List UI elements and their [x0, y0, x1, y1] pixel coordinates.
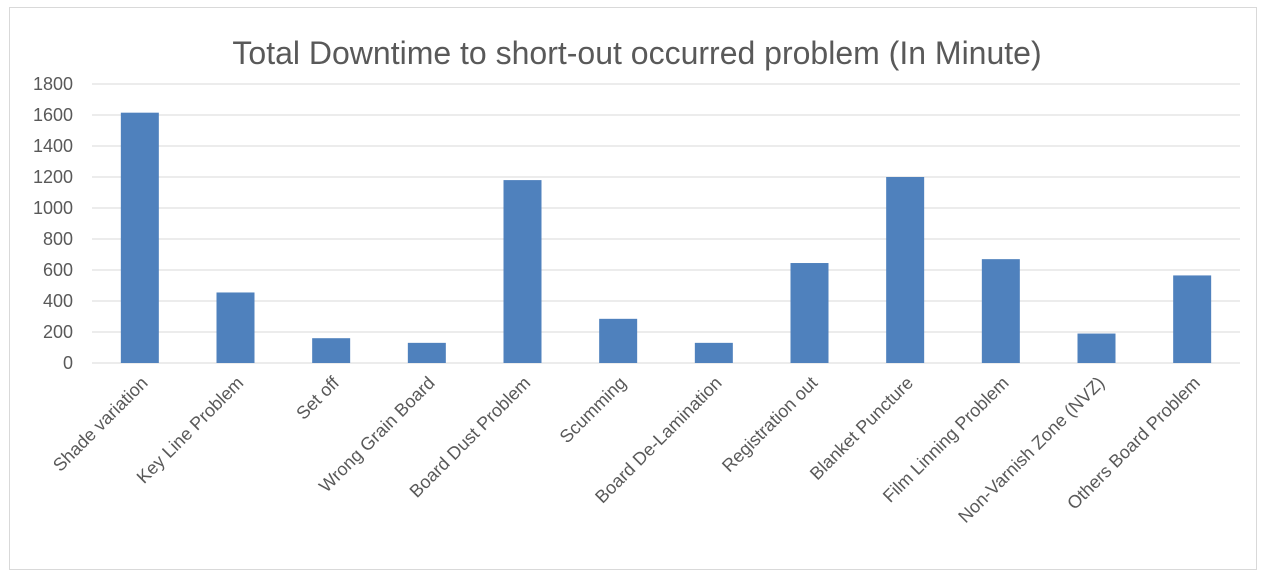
- y-tick-label: 1200: [33, 167, 73, 187]
- y-tick-label: 0: [63, 353, 73, 373]
- bar: [694, 342, 733, 363]
- y-tick-label: 600: [43, 260, 73, 280]
- y-tick-label: 200: [43, 322, 73, 342]
- bar: [1173, 275, 1212, 363]
- x-tick-label: Scumming: [556, 373, 630, 447]
- x-tick-label: Registration out: [718, 373, 821, 476]
- x-tick-label: Blanket Puncture: [806, 373, 917, 484]
- y-tick-label: 1000: [33, 198, 73, 218]
- bar: [981, 259, 1020, 363]
- bar: [407, 342, 446, 363]
- chart-frame: [9, 7, 1257, 570]
- gridlines: [92, 83, 1240, 364]
- x-tick-label: Key Line Problem: [133, 373, 248, 488]
- bars: [120, 112, 1212, 363]
- y-tick-label: 400: [43, 291, 73, 311]
- bar: [312, 338, 351, 363]
- x-tick-label: Shade variation: [49, 373, 152, 476]
- y-tick-label: 1800: [33, 74, 73, 94]
- chart-title: Total Downtime to short-out occurred pro…: [232, 35, 1041, 71]
- bar: [886, 177, 925, 363]
- y-tick-label: 1600: [33, 105, 73, 125]
- bar: [120, 112, 159, 363]
- bar: [790, 263, 829, 363]
- y-tick-label: 1400: [33, 136, 73, 156]
- bar: [1077, 333, 1116, 363]
- y-tick-label: 800: [43, 229, 73, 249]
- bar: [216, 292, 255, 363]
- x-tick-label: Set off: [292, 372, 343, 423]
- bar: [503, 180, 542, 363]
- y-axis-ticks: 0 200 400 600 800 1000 1200 1400 1600 1800: [33, 74, 73, 373]
- bar: [599, 318, 638, 363]
